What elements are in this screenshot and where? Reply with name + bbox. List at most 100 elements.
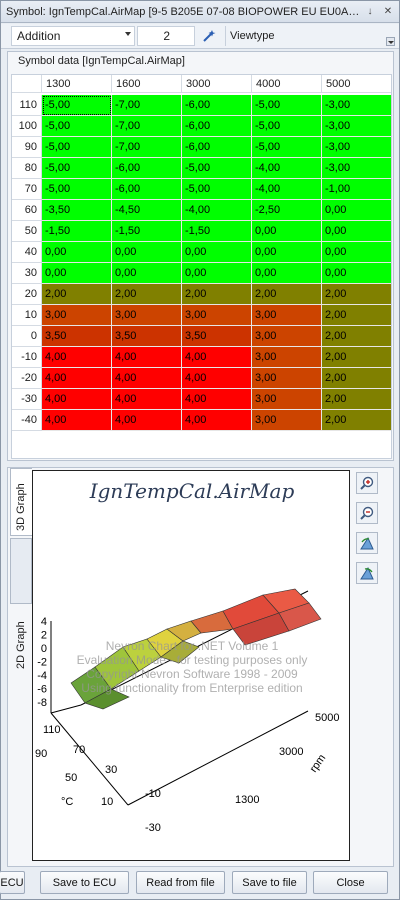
table-cell[interactable]: -3,00 [322, 95, 391, 116]
table-cell[interactable]: 4,00 [182, 347, 252, 368]
table-cell[interactable]: 2,00 [322, 326, 391, 347]
table-cell[interactable]: 2,00 [322, 368, 391, 389]
table-cell[interactable]: 4,00 [42, 410, 112, 431]
toolbar-overflow-icon[interactable] [386, 37, 395, 46]
table-cell[interactable]: -6,00 [112, 158, 182, 179]
row-header[interactable]: 40 [12, 242, 42, 263]
save-to-file-button[interactable]: Save to file [232, 871, 307, 894]
close-button[interactable]: Close [313, 871, 388, 894]
table-cell[interactable]: 2,00 [322, 389, 391, 410]
row-header[interactable]: 70 [12, 179, 42, 200]
table-cell[interactable]: -7,00 [112, 137, 182, 158]
rotate-right-icon[interactable] [356, 562, 378, 584]
table-cell[interactable]: -1,50 [42, 221, 112, 242]
table-cell[interactable]: -4,00 [252, 179, 322, 200]
row-header[interactable]: 20 [12, 284, 42, 305]
table-cell[interactable]: 2,00 [112, 284, 182, 305]
surface-plot[interactable]: 4 20 -2-4 -6-8 110 90 70 50 30 10 -10 -30 °C 5000 30… [33, 471, 351, 862]
close-icon[interactable]: ✕ [383, 6, 393, 17]
row-header[interactable]: 110 [12, 95, 42, 116]
row-header[interactable]: -30 [12, 389, 42, 410]
table-cell[interactable]: -3,00 [322, 158, 391, 179]
table-cell[interactable]: 4,00 [42, 389, 112, 410]
table-cell[interactable]: 0,00 [322, 200, 391, 221]
table-cell[interactable]: 0,00 [112, 242, 182, 263]
table-cell[interactable]: 4,00 [112, 410, 182, 431]
table-cell[interactable]: 0,00 [252, 263, 322, 284]
table-cell[interactable]: 0,00 [322, 221, 391, 242]
row-header[interactable]: -10 [12, 347, 42, 368]
table-cell[interactable]: 3,00 [252, 305, 322, 326]
table-cell[interactable]: 0,00 [42, 263, 112, 284]
table-cell[interactable]: -5,00 [252, 137, 322, 158]
table-cell[interactable]: 3,00 [252, 389, 322, 410]
table-cell[interactable]: 3,00 [252, 347, 322, 368]
table-cell[interactable]: -5,00 [42, 158, 112, 179]
row-header[interactable]: 50 [12, 221, 42, 242]
row-header[interactable]: 30 [12, 263, 42, 284]
table-cell[interactable]: 4,00 [112, 389, 182, 410]
table-cell[interactable]: -7,00 [112, 116, 182, 137]
column-header[interactable]: 1600 [112, 75, 182, 93]
table-cell[interactable]: 3,00 [112, 305, 182, 326]
table-cell[interactable]: 2,00 [42, 284, 112, 305]
table-cell[interactable]: -5,00 [182, 179, 252, 200]
table-cell[interactable]: -5,00 [42, 95, 112, 116]
table-cell[interactable]: -3,50 [42, 200, 112, 221]
column-header[interactable]: 4000 [252, 75, 322, 93]
table-cell[interactable]: -6,00 [182, 116, 252, 137]
read-from-file-button[interactable]: Read from file [136, 871, 225, 894]
table-cell[interactable]: -5,00 [182, 158, 252, 179]
table-cell[interactable]: 0,00 [322, 242, 391, 263]
table-cell[interactable]: 3,00 [252, 368, 322, 389]
table-cell[interactable]: 3,00 [252, 326, 322, 347]
table-cell[interactable]: -2,50 [252, 200, 322, 221]
table-cell[interactable]: -6,00 [182, 137, 252, 158]
table-cell[interactable]: 2,00 [322, 284, 391, 305]
table-cell[interactable]: 0,00 [322, 263, 391, 284]
column-header[interactable]: 1300 [42, 75, 112, 93]
tab-3d-graph[interactable]: 3D Graph [10, 468, 32, 536]
chart-area[interactable]: IgnTempCal.AirMap [32, 470, 350, 861]
table-cell[interactable]: -5,00 [42, 179, 112, 200]
row-header[interactable]: 0 [12, 326, 42, 347]
title-bar[interactable]: Symbol: IgnTempCal.AirMap [9-5 B205E 07-… [1, 1, 399, 23]
table-cell[interactable]: 3,00 [182, 305, 252, 326]
zoom-out-icon[interactable] [356, 502, 378, 524]
row-header[interactable]: -20 [12, 368, 42, 389]
table-cell[interactable]: 3,00 [252, 410, 322, 431]
table-cell[interactable]: 3,50 [112, 326, 182, 347]
row-header[interactable]: 90 [12, 137, 42, 158]
table-cell[interactable]: -5,00 [42, 137, 112, 158]
table-cell[interactable]: 0,00 [42, 242, 112, 263]
table-cell[interactable]: 2,00 [322, 347, 391, 368]
symbol-data-grid[interactable]: 1300 1600 3000 4000 5000 110 -5,00 -7,00 -6,00-… [11, 74, 392, 459]
table-cell[interactable]: 4,00 [182, 389, 252, 410]
mode-combobox[interactable]: Addition [11, 26, 135, 46]
table-cell[interactable]: 4,00 [112, 368, 182, 389]
table-cell[interactable]: -7,00 [112, 95, 182, 116]
column-header[interactable]: 5000 [322, 75, 391, 93]
row-header[interactable]: 10 [12, 305, 42, 326]
table-cell[interactable]: -3,00 [322, 116, 391, 137]
zoom-in-icon[interactable] [356, 472, 378, 494]
table-cell[interactable]: 4,00 [42, 347, 112, 368]
table-cell[interactable]: 4,00 [182, 410, 252, 431]
table-cell[interactable]: 0,00 [182, 263, 252, 284]
table-cell[interactable]: -6,00 [112, 179, 182, 200]
apply-wand-icon[interactable] [201, 28, 217, 44]
rotate-left-icon[interactable] [356, 532, 378, 554]
row-header[interactable]: 60 [12, 200, 42, 221]
table-cell[interactable]: 3,50 [42, 326, 112, 347]
table-cell[interactable]: -4,00 [182, 200, 252, 221]
table-cell[interactable]: -1,50 [182, 221, 252, 242]
table-cell[interactable]: 0,00 [182, 242, 252, 263]
column-header[interactable]: 3000 [182, 75, 252, 93]
viewtype-button[interactable]: Viewtype [225, 26, 274, 46]
tab-2d-graph[interactable]: 2D Graph [10, 538, 32, 669]
table-cell[interactable]: -5,00 [252, 116, 322, 137]
table-cell[interactable]: 0,00 [252, 221, 322, 242]
table-cell[interactable]: 3,00 [42, 305, 112, 326]
row-header[interactable]: 100 [12, 116, 42, 137]
table-cell[interactable]: 2,00 [322, 410, 391, 431]
